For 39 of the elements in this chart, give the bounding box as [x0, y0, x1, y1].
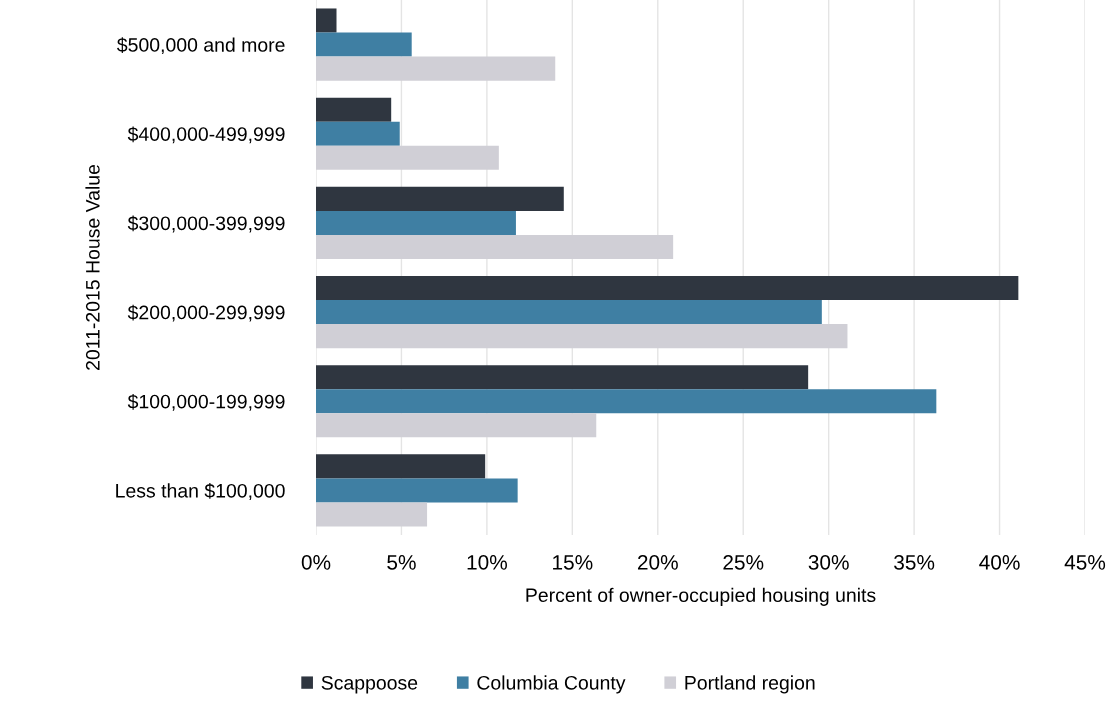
x-axis-title: Percent of owner-occupied housing units: [526, 587, 876, 606]
bar: [316, 324, 848, 349]
x-tick-label: 5%: [387, 555, 416, 570]
bar: [316, 186, 564, 211]
y-axis-title: 2011-2015 House Value: [85, 164, 100, 370]
x-tick-label: 25%: [723, 554, 764, 570]
legend-label: Portland region: [685, 675, 815, 694]
legend-label: Columbia County: [477, 675, 626, 694]
bar: [316, 478, 518, 503]
x-tick-label: 35%: [894, 554, 935, 570]
y-tick-label: $200,000-299,999: [127, 304, 285, 322]
legend-label: Scappoose: [321, 675, 418, 694]
bar: [316, 502, 428, 527]
bar: [316, 234, 674, 260]
bar: [316, 365, 809, 390]
y-tick-label: $100,000-199,999: [127, 393, 285, 411]
bar: [316, 56, 556, 81]
bar: [316, 275, 1019, 301]
bar: [316, 121, 400, 146]
bar: [316, 8, 337, 33]
x-tick-label: 45%: [1064, 555, 1106, 570]
x-tick-label: 30%: [808, 554, 849, 570]
bar: [316, 454, 486, 479]
y-tick-label: Less than $100,000: [116, 483, 285, 500]
x-tick-label: 0%: [301, 554, 331, 570]
x-tick-label: 15%: [553, 555, 593, 570]
bar: [316, 300, 822, 325]
x-tick-label: 40%: [979, 554, 1020, 570]
x-tick-label: 20%: [637, 554, 678, 570]
bar: [316, 210, 516, 235]
y-tick-label: $500,000 and more: [117, 37, 285, 55]
bar: [316, 32, 412, 57]
bar: [316, 145, 499, 170]
bar: [316, 389, 937, 414]
bar: [316, 413, 597, 438]
x-tick-label: 10%: [467, 554, 507, 570]
y-tick-label: $400,000-499,999: [127, 126, 285, 144]
y-tick-label: $300,000-399,999: [127, 215, 285, 233]
bar: [316, 97, 392, 122]
